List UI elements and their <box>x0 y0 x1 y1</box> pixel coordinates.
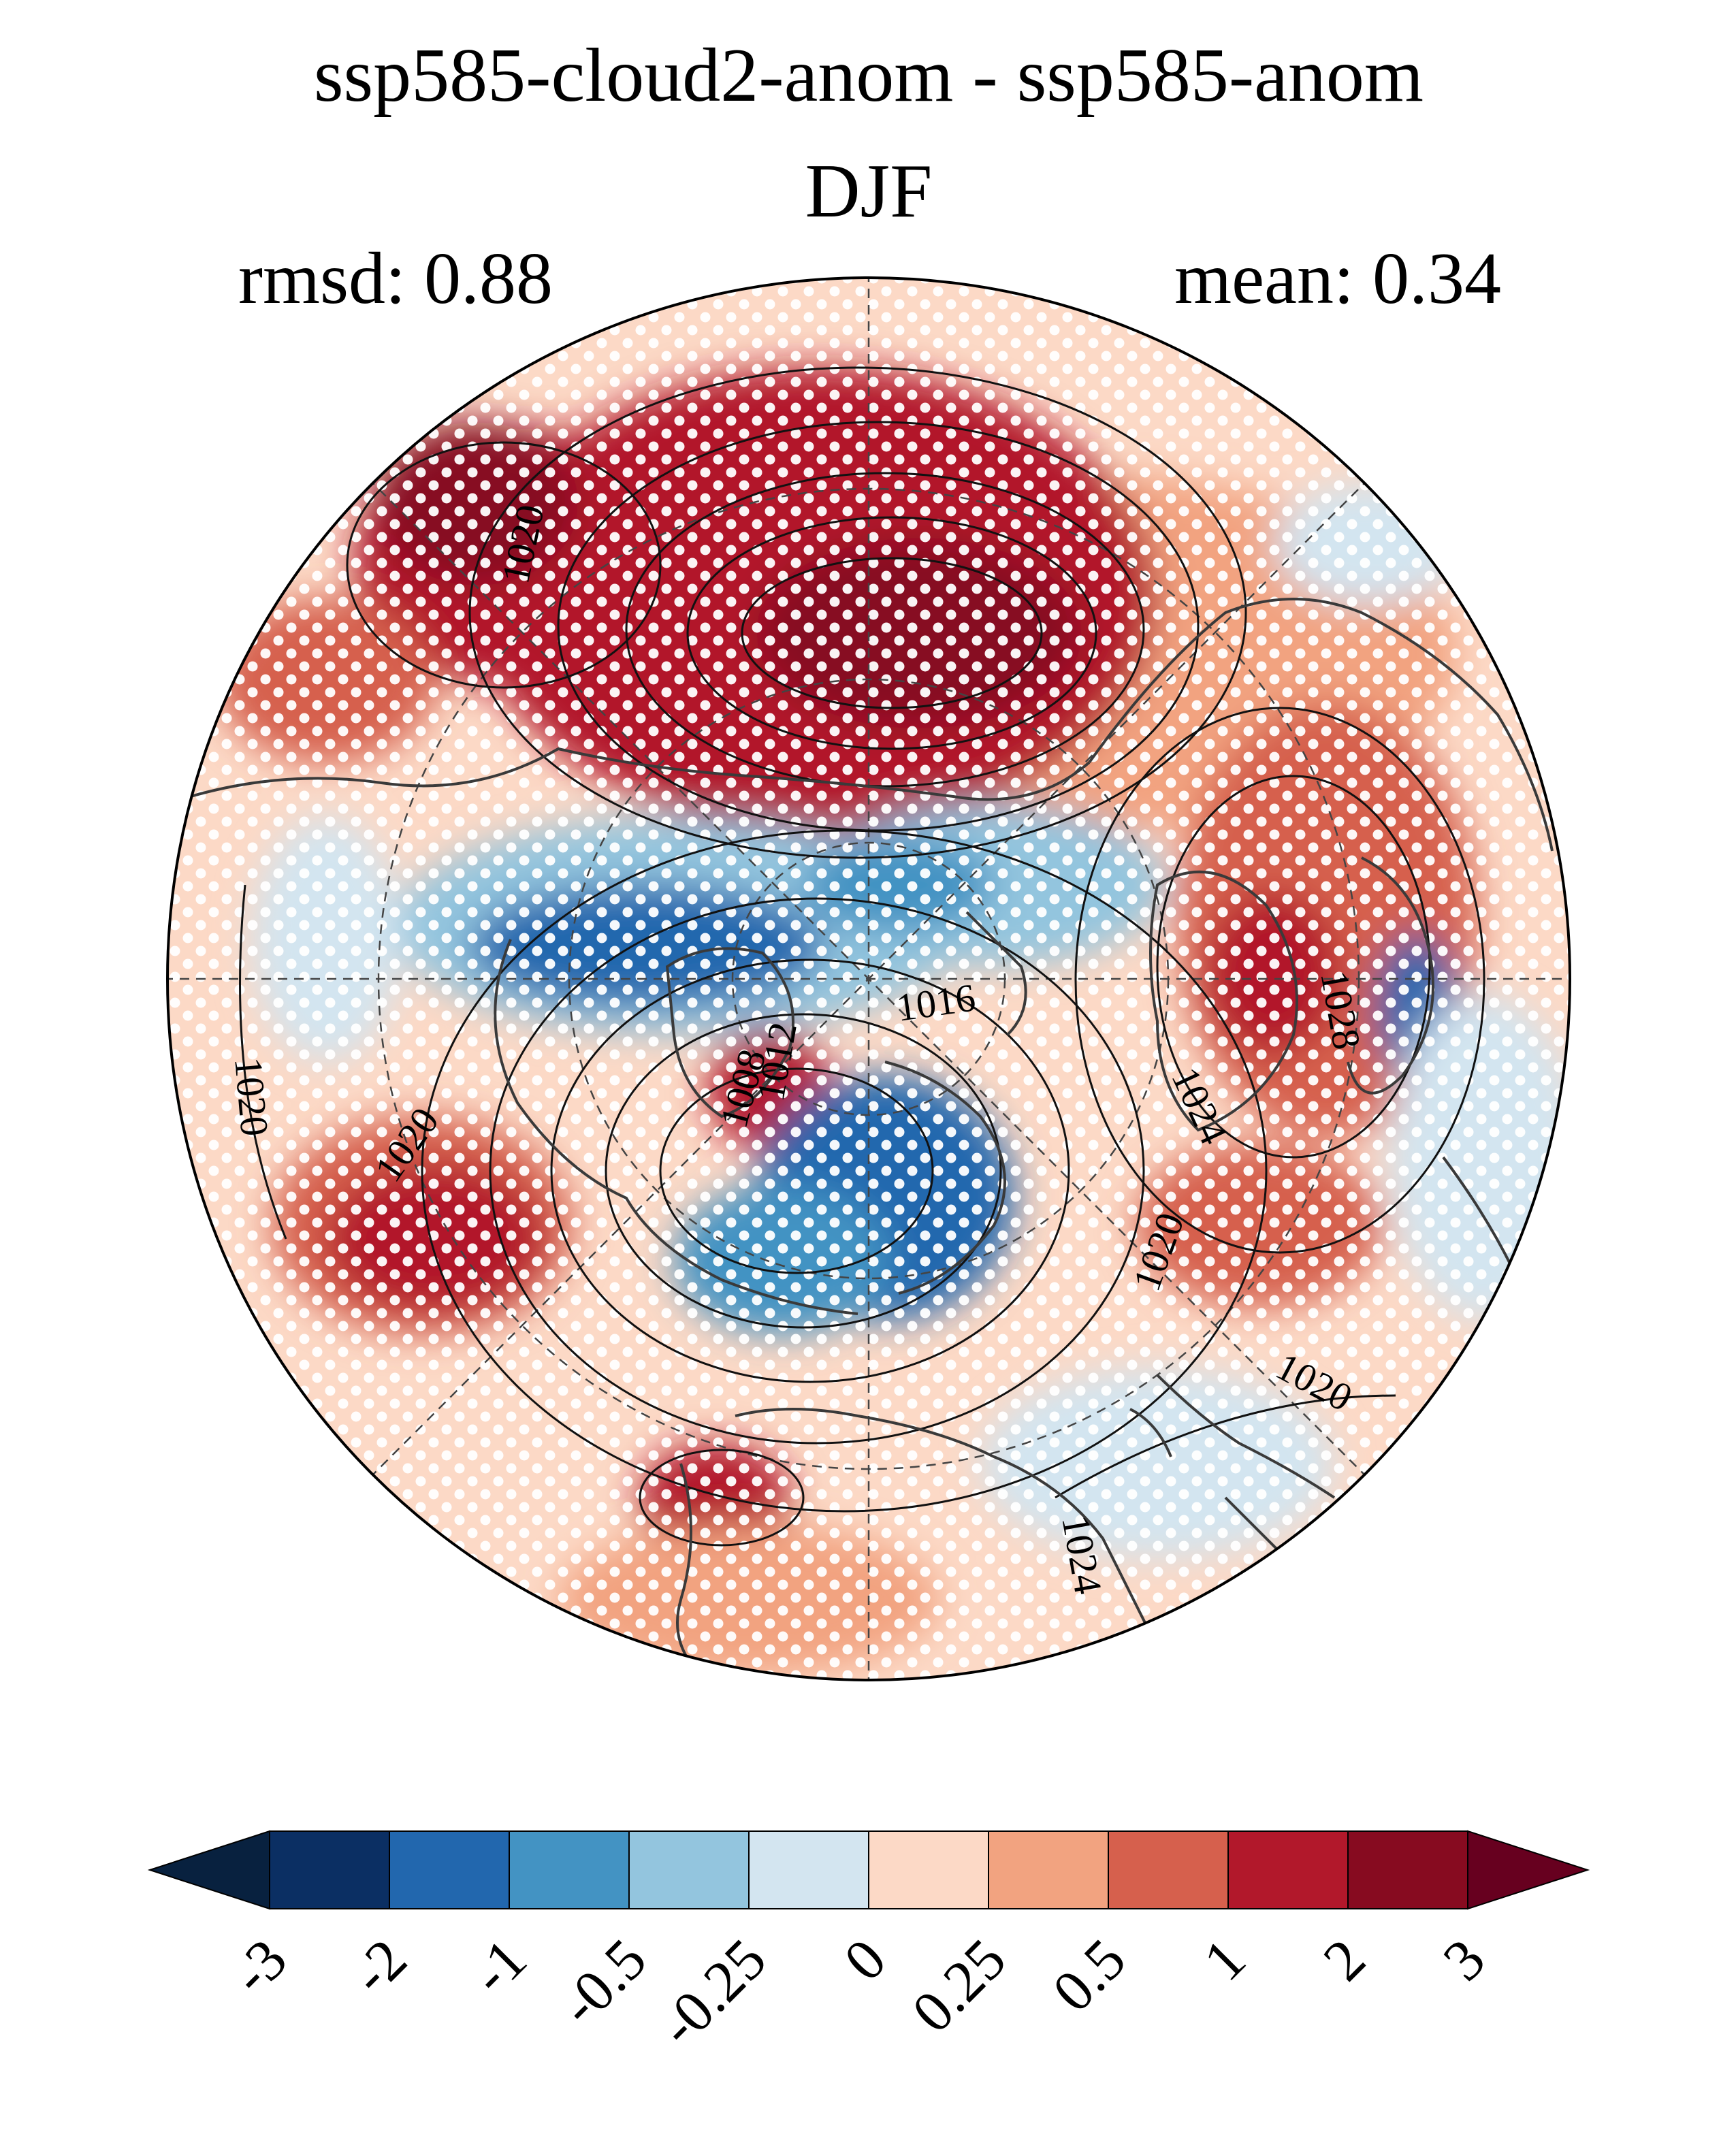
main-title: ssp585-cloud2-anom - ssp585-anom <box>314 33 1424 118</box>
colorbar-segment <box>868 1830 989 1909</box>
colorbar-extend-low <box>147 1830 270 1910</box>
mean-label: mean: 0.34 <box>1174 238 1501 319</box>
graticule <box>167 278 1570 1680</box>
colorbar-segment <box>988 1830 1109 1909</box>
colorbar-segment <box>748 1830 869 1909</box>
colorbar-tick-label: -1 <box>458 1926 539 2007</box>
colorbar-segment <box>389 1830 510 1909</box>
polar-map: 1020 1020 1020 1016 1008 1012 1024 1020 … <box>167 278 1570 1680</box>
colorbar-tick-label: -3 <box>219 1926 300 2007</box>
colorbar-segment <box>1227 1830 1349 1909</box>
colorbar-extend-high <box>1467 1830 1590 1910</box>
colorbar-tick-label: -0.25 <box>646 1926 779 2059</box>
colorbar-tick-label: 0.25 <box>899 1926 1018 2045</box>
colorbar: -3 -2 -1 -0.5-0.25 0 0.25 0.5 1 2 3 <box>147 1830 1590 2059</box>
colorbar-tick-label: 1 <box>1191 1926 1257 1993</box>
colorbar-segment <box>269 1830 390 1909</box>
colorbar-segment <box>628 1830 750 1909</box>
contour-label: 1020 <box>226 1055 277 1137</box>
colorbar-tick-label: 2 <box>1311 1926 1377 1993</box>
colorbar-segment <box>509 1830 630 1909</box>
colorbar-segment <box>1347 1830 1468 1909</box>
colorbar-tick-label: 0 <box>831 1926 898 1993</box>
map-border <box>166 276 1571 1681</box>
colorbar-segment <box>1108 1830 1229 1909</box>
colorbar-tick-label: -0.5 <box>547 1926 658 2038</box>
season-title: DJF <box>805 149 933 233</box>
pressure-contours <box>239 366 1485 1547</box>
colorbar-tick-label: 0.5 <box>1040 1926 1138 2024</box>
contour-label: 1016 <box>894 975 978 1030</box>
colorbar-tick-label: 3 <box>1430 1926 1497 1993</box>
rmsd-label: rmsd: 0.88 <box>238 238 553 319</box>
colorbar-tick-label: -2 <box>338 1926 419 2007</box>
